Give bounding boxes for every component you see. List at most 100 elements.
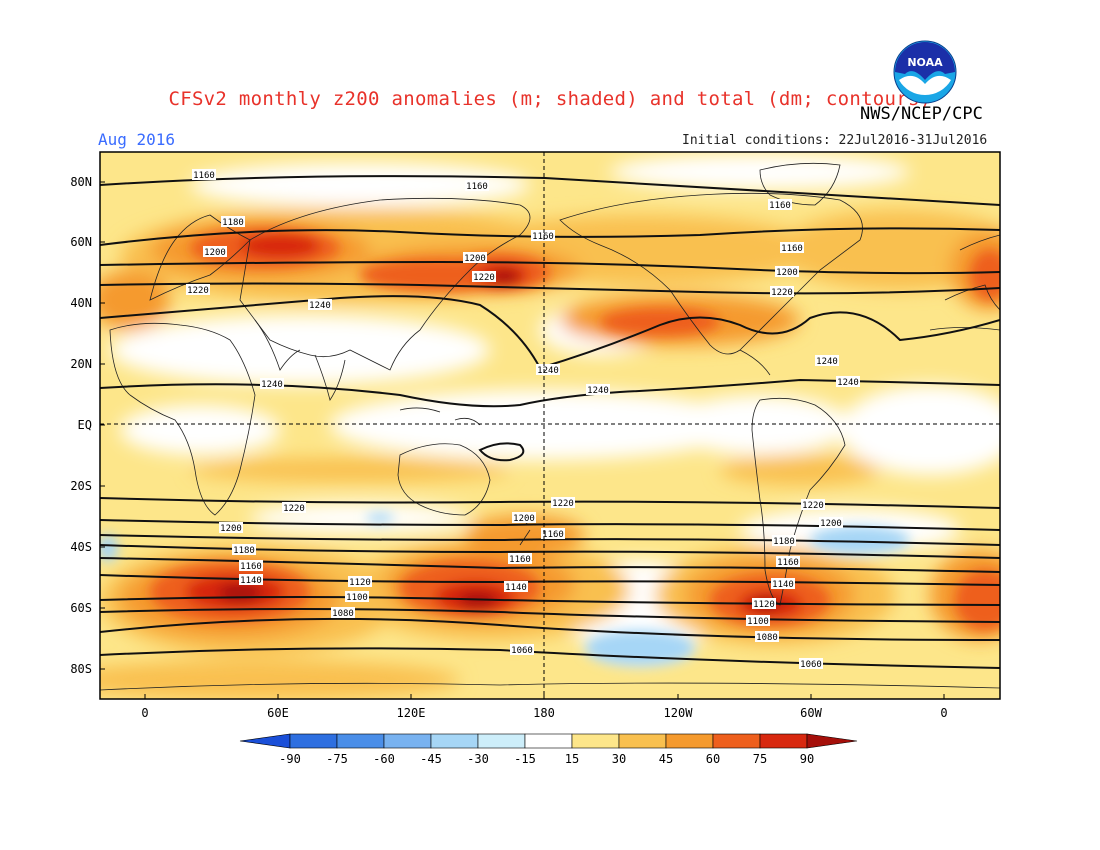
chart-title: CFSv2 monthly z200 anomalies (m; shaded)… bbox=[168, 88, 932, 110]
svg-text:1100: 1100 bbox=[346, 593, 368, 603]
lat-tick: 20N bbox=[70, 357, 105, 371]
colorbar-tick-label: -15 bbox=[514, 752, 536, 766]
contour-label: 1080 bbox=[331, 607, 355, 619]
svg-text:1220: 1220 bbox=[187, 286, 209, 296]
lat-tick: 60S bbox=[70, 601, 105, 615]
contour-label: 1200 bbox=[463, 252, 487, 264]
contour-label: 1240 bbox=[586, 384, 610, 396]
svg-text:1220: 1220 bbox=[283, 504, 305, 514]
svg-text:1240: 1240 bbox=[587, 386, 609, 396]
svg-text:1220: 1220 bbox=[473, 273, 495, 283]
contour-label: 1220 bbox=[186, 284, 210, 296]
colorbar-swatch bbox=[524, 733, 573, 749]
svg-text:1160: 1160 bbox=[781, 244, 803, 254]
contour-label: 1200 bbox=[512, 512, 536, 524]
contour-label: 1200 bbox=[775, 266, 799, 278]
contour-label: 1240 bbox=[260, 378, 284, 390]
svg-text:1140: 1140 bbox=[505, 583, 527, 593]
svg-text:1080: 1080 bbox=[332, 609, 354, 619]
svg-text:1160: 1160 bbox=[193, 171, 215, 181]
svg-text:60N: 60N bbox=[70, 235, 92, 249]
contour-label: 1160 bbox=[531, 230, 555, 242]
contour-label: 1240 bbox=[536, 364, 560, 376]
contour-labels: 1160 1160 1160 1180 1160 1160 1200 1200 … bbox=[186, 169, 860, 670]
svg-text:1240: 1240 bbox=[261, 380, 283, 390]
svg-text:1180: 1180 bbox=[233, 546, 255, 556]
lon-tick: 120E bbox=[397, 694, 425, 720]
colorbar-tick-label: 15 bbox=[565, 752, 579, 766]
svg-text:1060: 1060 bbox=[511, 646, 533, 656]
svg-text:180: 180 bbox=[533, 706, 555, 720]
svg-text:120W: 120W bbox=[664, 706, 694, 720]
svg-text:0: 0 bbox=[940, 706, 947, 720]
org-label: NWS/NCEP/CPC bbox=[860, 104, 983, 124]
colorbar-swatches bbox=[239, 733, 858, 749]
colorbar-tick-label: -60 bbox=[373, 752, 395, 766]
svg-text:0: 0 bbox=[141, 706, 148, 720]
svg-text:1100: 1100 bbox=[747, 617, 769, 627]
svg-text:60S: 60S bbox=[70, 601, 92, 615]
contour-label: 1160 bbox=[239, 560, 263, 572]
colorbar-tick-label: -90 bbox=[279, 752, 301, 766]
svg-text:1160: 1160 bbox=[240, 562, 262, 572]
contour-label: 1160 bbox=[541, 528, 565, 540]
svg-text:20S: 20S bbox=[70, 479, 92, 493]
contour-label: 1160 bbox=[780, 242, 804, 254]
contour-label: 1220 bbox=[801, 499, 825, 511]
svg-text:1120: 1120 bbox=[349, 578, 371, 588]
colorbar-tick-label: 45 bbox=[659, 752, 673, 766]
svg-text:1200: 1200 bbox=[204, 248, 226, 258]
contour-label: 1220 bbox=[770, 286, 794, 298]
contour-label: 1220 bbox=[472, 271, 496, 283]
svg-text:1160: 1160 bbox=[466, 182, 488, 192]
svg-text:1200: 1200 bbox=[220, 524, 242, 534]
colorbar-tick-label: -30 bbox=[467, 752, 489, 766]
svg-text:1120: 1120 bbox=[753, 600, 775, 610]
lon-tick: 0 bbox=[141, 694, 149, 720]
contour-label: 1120 bbox=[348, 576, 372, 588]
svg-text:1180: 1180 bbox=[222, 218, 244, 228]
contour-label: 1160 bbox=[465, 180, 489, 192]
lat-tick: EQ bbox=[78, 418, 105, 432]
colorbar-tick-label: 90 bbox=[800, 752, 814, 766]
colorbar-swatch bbox=[239, 733, 291, 749]
svg-text:1240: 1240 bbox=[816, 357, 838, 367]
svg-text:60W: 60W bbox=[800, 706, 822, 720]
svg-text:1140: 1140 bbox=[240, 576, 262, 586]
svg-text:1160: 1160 bbox=[769, 201, 791, 211]
contour-label: 1140 bbox=[771, 578, 795, 590]
colorbar-swatch bbox=[806, 733, 858, 749]
contour-label: 1200 bbox=[819, 517, 843, 529]
svg-text:1200: 1200 bbox=[464, 254, 486, 264]
svg-text:1220: 1220 bbox=[771, 288, 793, 298]
svg-text:1200: 1200 bbox=[513, 514, 535, 524]
svg-text:20N: 20N bbox=[70, 357, 92, 371]
svg-text:1200: 1200 bbox=[820, 519, 842, 529]
svg-text:1160: 1160 bbox=[777, 558, 799, 568]
svg-text:1180: 1180 bbox=[773, 537, 795, 547]
lon-tick: 60E bbox=[267, 694, 289, 720]
lon-axis: 0 60E 120E 180 120W 60W 0 bbox=[141, 694, 948, 720]
contour-label: 1240 bbox=[836, 376, 860, 388]
colorbar-swatch bbox=[477, 733, 526, 749]
initial-conditions-label: Initial conditions: 22Jul2016-31Jul2016 bbox=[682, 133, 988, 148]
lat-tick: 80S bbox=[70, 662, 105, 676]
colorbar-swatch bbox=[571, 733, 620, 749]
colorbar-swatch bbox=[712, 733, 761, 749]
lon-tick: 0 bbox=[940, 694, 948, 720]
svg-text:EQ: EQ bbox=[78, 418, 92, 432]
colorbar-swatch bbox=[383, 733, 432, 749]
svg-text:60E: 60E bbox=[267, 706, 289, 720]
colorbar-swatch bbox=[618, 733, 667, 749]
coastlines bbox=[100, 162, 1000, 691]
svg-text:1160: 1160 bbox=[509, 555, 531, 565]
contour-label: 1160 bbox=[768, 199, 792, 211]
lat-tick: 40S bbox=[70, 540, 105, 554]
svg-text:1220: 1220 bbox=[552, 499, 574, 509]
contour-label: 1200 bbox=[219, 522, 243, 534]
contour-label: 1180 bbox=[232, 544, 256, 556]
lon-tick: 180 bbox=[533, 694, 555, 720]
svg-text:1240: 1240 bbox=[837, 378, 859, 388]
colorbar-tick-label: -75 bbox=[326, 752, 348, 766]
